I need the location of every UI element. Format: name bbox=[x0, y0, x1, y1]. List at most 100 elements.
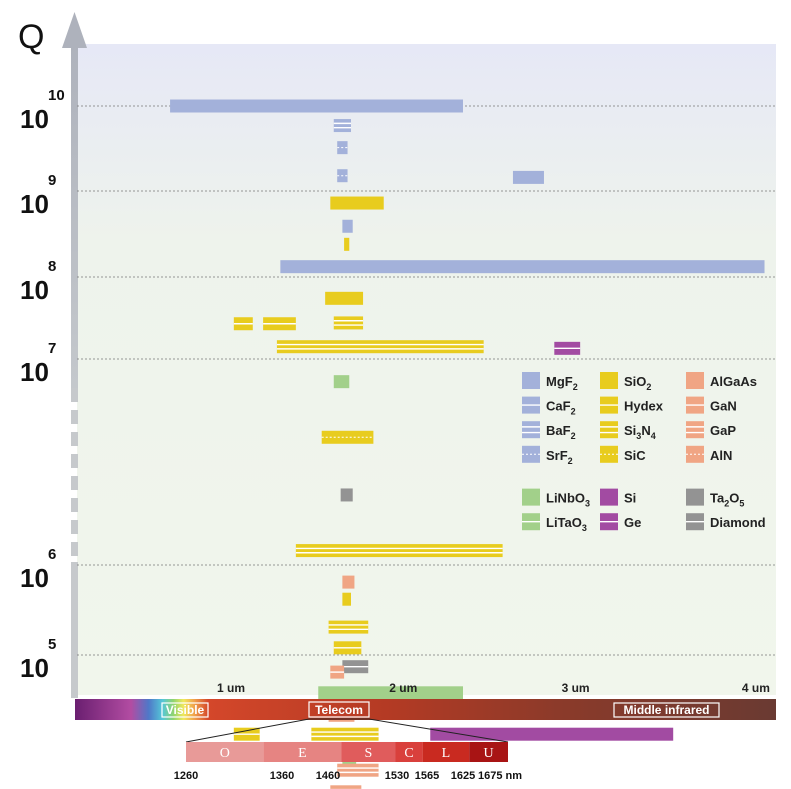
bar-hydex bbox=[233, 317, 253, 331]
y-axis-dash bbox=[71, 454, 78, 468]
legend-label-sic: SiC bbox=[624, 448, 646, 463]
bar-linbo3 bbox=[318, 686, 463, 700]
spectrum-bar bbox=[75, 699, 776, 720]
bar-sio2 bbox=[344, 237, 350, 251]
bar-mgf2 bbox=[342, 219, 353, 233]
telecom-edge-label: 1675 nm bbox=[478, 770, 522, 782]
telecom-band-u bbox=[469, 742, 508, 762]
telecom-band-e bbox=[263, 742, 342, 762]
band-label: Middle infrared bbox=[623, 703, 709, 717]
legend-label-caf2: CaF2 bbox=[546, 399, 576, 417]
y-axis-break bbox=[71, 388, 78, 556]
legend-swatch-litao3 bbox=[522, 513, 540, 531]
bar-sic bbox=[321, 430, 374, 444]
x-tick-label: 4 um bbox=[742, 681, 770, 695]
legend-swatch-gan bbox=[686, 396, 704, 414]
y-tick-exponent: 7 bbox=[48, 340, 56, 357]
y-axis-arrow bbox=[62, 12, 87, 48]
legend-label-srf2: SrF2 bbox=[546, 448, 573, 466]
telecom-edge-label: 1530 bbox=[385, 770, 409, 782]
legend-label-aln: AlN bbox=[710, 448, 732, 463]
bar-baf2 bbox=[333, 119, 351, 133]
legend-swatch-linbo3 bbox=[522, 488, 540, 506]
telecom-band-c bbox=[395, 742, 423, 762]
band-label: Telecom bbox=[315, 703, 363, 717]
legend-label-litao3: LiTaO3 bbox=[546, 515, 587, 533]
bar-gan bbox=[330, 665, 345, 679]
y-axis-dash bbox=[71, 432, 78, 446]
x-tick-labels: 1 um 2 um 3 um 4 um bbox=[217, 681, 770, 695]
bar-hydex bbox=[263, 317, 296, 331]
legend-label-si: Si bbox=[624, 491, 636, 506]
y-tick-exponent: 5 bbox=[48, 636, 56, 653]
legend-swatch-ta2o5 bbox=[686, 488, 704, 506]
legend-label-ge: Ge bbox=[624, 515, 641, 530]
legend-label-ta2o5: Ta2O5 bbox=[710, 491, 744, 509]
bar-mgf2 bbox=[170, 99, 463, 113]
telecom-band-letter: S bbox=[364, 746, 372, 761]
telecom-band-letter: L bbox=[442, 746, 451, 761]
legend-label-gan: GaN bbox=[710, 399, 737, 414]
x-tick-label: 3 um bbox=[562, 681, 590, 695]
legend-swatch-caf2 bbox=[522, 396, 540, 414]
bar-sio2 bbox=[325, 291, 364, 305]
y-tick-label: 10 bbox=[20, 357, 49, 387]
bar-si3n4 bbox=[311, 727, 379, 741]
telecom-edge-label: 1260 bbox=[174, 770, 198, 782]
bar-si bbox=[430, 727, 674, 741]
band-box bbox=[308, 701, 370, 718]
legend-swatch-mgf2 bbox=[522, 372, 540, 389]
spectrum-bands: Visible Telecom Middle infrared bbox=[161, 701, 720, 718]
bar-srf2 bbox=[337, 141, 348, 155]
telecom-band-o bbox=[186, 742, 264, 762]
y-axis-dash bbox=[71, 542, 78, 556]
y-axis-dash bbox=[71, 476, 78, 490]
y-tick-label: 10 bbox=[20, 104, 49, 134]
x-tick-label: 2 um bbox=[389, 681, 417, 695]
y-tick-label: 10 bbox=[20, 189, 49, 219]
y-axis-label: Q bbox=[18, 18, 44, 56]
y-axis-dash bbox=[71, 388, 78, 402]
legend-swatch-aln bbox=[686, 445, 704, 463]
bar-hydex bbox=[233, 727, 260, 741]
bar-sio2 bbox=[330, 196, 384, 210]
legend-swatch-sic bbox=[600, 445, 618, 463]
y-tick-exponent: 9 bbox=[48, 172, 56, 189]
y-tick-exponent: 10 bbox=[48, 87, 65, 104]
legend-swatch-hydex bbox=[600, 396, 618, 414]
y-axis-dash bbox=[71, 410, 78, 424]
y-tick-exponent: 8 bbox=[48, 258, 56, 275]
telecom-band-l bbox=[422, 742, 470, 762]
telecom-band-letter: U bbox=[484, 746, 494, 761]
bar-mgf2 bbox=[280, 260, 765, 274]
y-tick-label: 10 bbox=[20, 563, 49, 593]
bar-ta2o5 bbox=[340, 488, 353, 502]
telecom-edge-label: 1625 bbox=[451, 770, 475, 782]
bar-si3n4 bbox=[276, 340, 484, 354]
band-box bbox=[161, 702, 209, 718]
telecom-zoom-lines bbox=[185, 718, 509, 743]
legend-swatch-baf2 bbox=[522, 421, 540, 439]
telecom-band-s bbox=[341, 742, 396, 762]
legend-swatch-sio2 bbox=[600, 372, 618, 389]
y-tick-exponent: 6 bbox=[48, 546, 56, 563]
bar-hydex bbox=[333, 641, 362, 655]
legend-swatch-si bbox=[600, 488, 618, 506]
telecom-edge-label: 1460 bbox=[316, 770, 340, 782]
bar-algaas bbox=[342, 575, 355, 589]
legend-label-linbo3: LiNbO3 bbox=[546, 491, 590, 509]
telecom-band-letter: O bbox=[220, 746, 230, 761]
plot-background bbox=[77, 44, 776, 695]
y-tick-label: 10 bbox=[20, 653, 49, 683]
band-label: Visible bbox=[166, 703, 205, 717]
x-tick-label: 1 um bbox=[217, 681, 245, 695]
telecom-band-letter: C bbox=[404, 746, 413, 761]
bar-gap bbox=[337, 763, 379, 777]
telecom-band-letter: E bbox=[298, 746, 307, 761]
bar-sio2 bbox=[342, 592, 351, 606]
bar-diamond bbox=[342, 660, 369, 674]
bars bbox=[170, 99, 765, 789]
y-axis-dash bbox=[71, 520, 78, 534]
